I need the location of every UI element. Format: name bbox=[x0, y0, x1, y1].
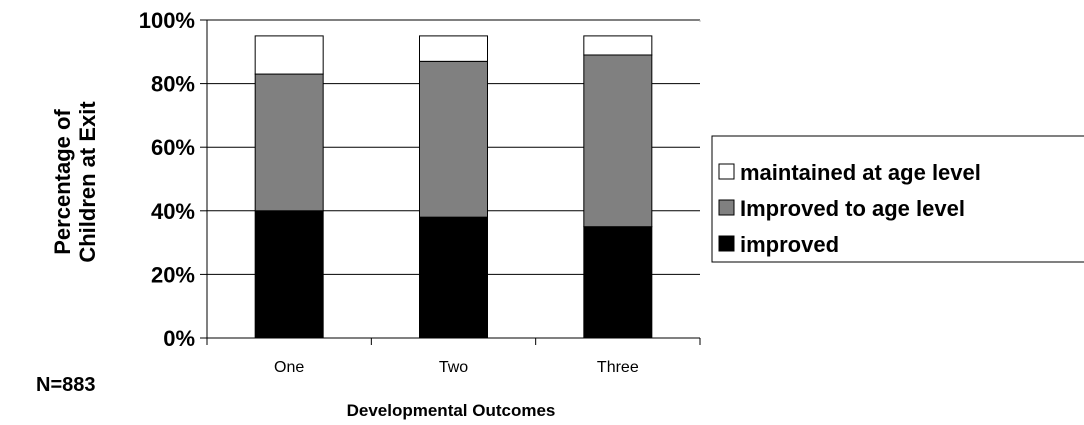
bar-segment bbox=[419, 60, 488, 218]
legend-swatch bbox=[718, 199, 735, 216]
legend-frame bbox=[711, 135, 1084, 263]
legend: maintained at age level Improved to age l… bbox=[711, 135, 1084, 263]
x-axis-label: Developmental Outcomes bbox=[347, 401, 556, 420]
y-axis-label-line-1: Percentage of bbox=[50, 109, 75, 255]
y-tick-label: 40% bbox=[151, 199, 195, 224]
x-tick-label: One bbox=[274, 359, 304, 376]
legend-label: improved bbox=[740, 232, 839, 257]
bar-segment bbox=[254, 210, 324, 339]
y-tick-label: 60% bbox=[151, 135, 195, 160]
y-tick-labels: 0% 20% 40% 60% 80% 100% bbox=[139, 8, 195, 351]
bar-segment bbox=[254, 35, 324, 75]
legend-swatch bbox=[718, 163, 735, 180]
x-tick-label: Three bbox=[597, 359, 639, 376]
x-tick-label: Two bbox=[439, 359, 468, 376]
legend-label: maintained at age level bbox=[740, 160, 981, 185]
bar-segment bbox=[254, 73, 324, 212]
y-tick-label: 20% bbox=[151, 262, 195, 287]
y-tick-label: 80% bbox=[151, 72, 195, 97]
legend-swatch bbox=[718, 235, 735, 252]
bars bbox=[254, 35, 653, 339]
bar-segment bbox=[583, 226, 653, 339]
legend-label: Improved to age level bbox=[740, 196, 965, 221]
y-tick-label: 100% bbox=[139, 8, 195, 33]
bar-segment bbox=[583, 54, 653, 228]
x-tick-labels: One Two Three bbox=[274, 359, 639, 376]
sample-size-note: N=883 bbox=[36, 374, 96, 396]
bar-segment bbox=[419, 216, 488, 339]
bar-segment bbox=[419, 35, 488, 62]
y-tick-label: 0% bbox=[163, 326, 195, 351]
bar-segment bbox=[583, 35, 653, 56]
y-axis-label-line-2: Children at Exit bbox=[75, 101, 100, 263]
axes bbox=[200, 19, 701, 345]
